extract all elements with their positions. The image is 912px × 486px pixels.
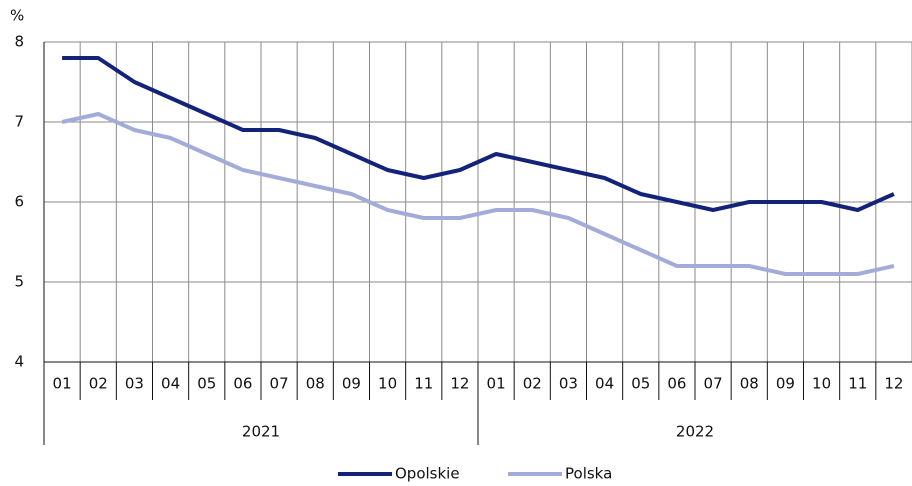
x-tick-label: 07 [270,375,289,393]
x-tick-label: 01 [487,375,506,393]
y-tick-label: 7 [14,113,24,131]
y-axis-label: % [10,7,24,25]
x-tick-label: 07 [704,375,723,393]
x-tick-label: 09 [342,375,361,393]
series-line [62,56,895,212]
x-tick-label: 03 [125,375,144,393]
x-tick-label: 08 [740,375,759,393]
x-tick-label: 05 [631,375,650,393]
legend-label: Opolskie [395,465,460,483]
x-tick-label: 02 [523,375,542,393]
x-tick-label: 10 [378,375,397,393]
x-tick-label: 11 [848,375,867,393]
x-tick-label: 01 [53,375,72,393]
x-tick-label: 04 [595,375,614,393]
group-label: 2022 [676,423,714,441]
y-tick-label: 8 [14,33,24,51]
x-tick-label: 05 [197,375,216,393]
legend-label: Polska [565,465,612,483]
x-tick-label: 02 [89,375,108,393]
x-tick-label: 11 [414,375,433,393]
group-label: 2021 [242,423,280,441]
x-tick-label: 09 [776,375,795,393]
x-tick-label: 10 [812,375,831,393]
x-tick-label: 12 [450,375,469,393]
x-tick-label: 06 [667,375,686,393]
x-tick-label: 04 [161,375,180,393]
x-tick-label: 03 [559,375,578,393]
series-line [61,112,895,276]
x-tick-label: 12 [884,375,903,393]
y-tick-label: 4 [14,353,24,371]
y-tick-label: 5 [14,273,24,291]
x-tick-label: 08 [306,375,325,393]
y-tick-label: 6 [14,193,24,211]
x-tick-label: 06 [233,375,252,393]
